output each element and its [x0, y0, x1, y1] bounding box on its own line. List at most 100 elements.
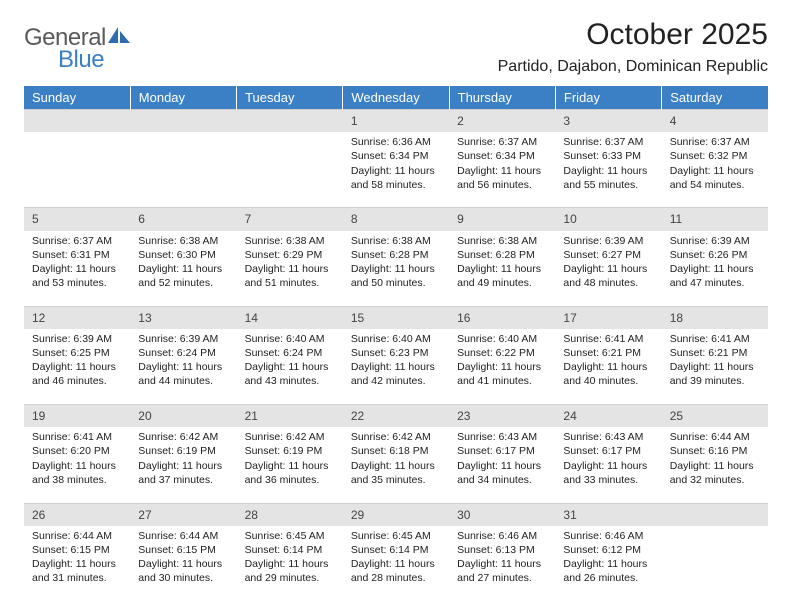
day-number-cell: 22 [343, 405, 449, 428]
day-number-cell [24, 110, 130, 133]
sunset-text: Sunset: 6:14 PM [351, 543, 441, 557]
day-detail-cell: Sunrise: 6:37 AMSunset: 6:31 PMDaylight:… [24, 231, 130, 301]
month-title: October 2025 [498, 18, 768, 52]
daylight-text: Daylight: 11 hours and 31 minutes. [32, 557, 122, 585]
sunrise-text: Sunrise: 6:41 AM [670, 332, 760, 346]
daylight-text: Daylight: 11 hours and 41 minutes. [457, 360, 547, 388]
sunrise-text: Sunrise: 6:39 AM [32, 332, 122, 346]
brand-sail-icon [106, 25, 132, 45]
daylight-text: Daylight: 11 hours and 54 minutes. [670, 164, 760, 192]
sunset-text: Sunset: 6:17 PM [563, 444, 653, 458]
daylight-text: Daylight: 11 hours and 39 minutes. [670, 360, 760, 388]
daylight-text: Daylight: 11 hours and 47 minutes. [670, 262, 760, 290]
sunrise-text: Sunrise: 6:39 AM [670, 234, 760, 248]
calendar-head: SundayMondayTuesdayWednesdayThursdayFrid… [24, 86, 768, 110]
sunset-text: Sunset: 6:24 PM [138, 346, 228, 360]
day-number-cell: 31 [555, 503, 661, 526]
sunset-text: Sunset: 6:16 PM [670, 444, 760, 458]
day-number-cell: 24 [555, 405, 661, 428]
daylight-text: Daylight: 11 hours and 42 minutes. [351, 360, 441, 388]
day-number-cell: 10 [555, 208, 661, 231]
day-number-cell: 1 [343, 110, 449, 133]
sunrise-text: Sunrise: 6:42 AM [351, 430, 441, 444]
sunrise-text: Sunrise: 6:37 AM [32, 234, 122, 248]
sunset-text: Sunset: 6:14 PM [245, 543, 335, 557]
sunset-text: Sunset: 6:21 PM [670, 346, 760, 360]
day-number-row: 1234 [24, 110, 768, 133]
day-number-cell: 30 [449, 503, 555, 526]
sunrise-text: Sunrise: 6:44 AM [670, 430, 760, 444]
day-detail-row: Sunrise: 6:39 AMSunset: 6:25 PMDaylight:… [24, 329, 768, 399]
day-detail-cell: Sunrise: 6:41 AMSunset: 6:21 PMDaylight:… [662, 329, 768, 399]
daylight-text: Daylight: 11 hours and 29 minutes. [245, 557, 335, 585]
day-number-cell: 3 [555, 110, 661, 133]
day-number-row: 12131415161718 [24, 306, 768, 329]
day-number-cell: 9 [449, 208, 555, 231]
daylight-text: Daylight: 11 hours and 40 minutes. [563, 360, 653, 388]
day-detail-cell [662, 526, 768, 596]
day-detail-cell [130, 132, 236, 202]
sunset-text: Sunset: 6:30 PM [138, 248, 228, 262]
sunrise-text: Sunrise: 6:40 AM [245, 332, 335, 346]
sunrise-text: Sunrise: 6:43 AM [563, 430, 653, 444]
sunset-text: Sunset: 6:13 PM [457, 543, 547, 557]
day-number-cell: 17 [555, 306, 661, 329]
day-number-cell: 16 [449, 306, 555, 329]
day-detail-cell: Sunrise: 6:36 AMSunset: 6:34 PMDaylight:… [343, 132, 449, 202]
daylight-text: Daylight: 11 hours and 38 minutes. [32, 459, 122, 487]
day-number-cell: 28 [237, 503, 343, 526]
day-detail-cell: Sunrise: 6:38 AMSunset: 6:29 PMDaylight:… [237, 231, 343, 301]
sunrise-text: Sunrise: 6:40 AM [457, 332, 547, 346]
sunset-text: Sunset: 6:34 PM [457, 149, 547, 163]
sunrise-text: Sunrise: 6:44 AM [138, 529, 228, 543]
sunset-text: Sunset: 6:33 PM [563, 149, 653, 163]
weekday-header: Tuesday [237, 86, 343, 110]
day-detail-cell: Sunrise: 6:37 AMSunset: 6:32 PMDaylight:… [662, 132, 768, 202]
day-detail-cell: Sunrise: 6:46 AMSunset: 6:13 PMDaylight:… [449, 526, 555, 596]
day-detail-cell: Sunrise: 6:44 AMSunset: 6:15 PMDaylight:… [130, 526, 236, 596]
day-detail-cell: Sunrise: 6:39 AMSunset: 6:24 PMDaylight:… [130, 329, 236, 399]
weekday-header: Monday [130, 86, 236, 110]
day-number-cell: 8 [343, 208, 449, 231]
daylight-text: Daylight: 11 hours and 34 minutes. [457, 459, 547, 487]
day-detail-cell [24, 132, 130, 202]
day-number-cell: 5 [24, 208, 130, 231]
day-number-cell: 7 [237, 208, 343, 231]
brand-logo: GeneralBlue [24, 18, 132, 80]
day-detail-cell [237, 132, 343, 202]
sunrise-text: Sunrise: 6:40 AM [351, 332, 441, 346]
day-number-cell: 29 [343, 503, 449, 526]
day-detail-cell: Sunrise: 6:40 AMSunset: 6:22 PMDaylight:… [449, 329, 555, 399]
sunrise-text: Sunrise: 6:44 AM [32, 529, 122, 543]
daylight-text: Daylight: 11 hours and 26 minutes. [563, 557, 653, 585]
sunrise-text: Sunrise: 6:42 AM [138, 430, 228, 444]
sunrise-text: Sunrise: 6:38 AM [351, 234, 441, 248]
sunrise-text: Sunrise: 6:36 AM [351, 135, 441, 149]
daylight-text: Daylight: 11 hours and 51 minutes. [245, 262, 335, 290]
day-number-cell: 25 [662, 405, 768, 428]
sunrise-text: Sunrise: 6:46 AM [457, 529, 547, 543]
day-detail-row: Sunrise: 6:41 AMSunset: 6:20 PMDaylight:… [24, 427, 768, 497]
day-number-cell: 13 [130, 306, 236, 329]
sunset-text: Sunset: 6:12 PM [563, 543, 653, 557]
day-detail-cell: Sunrise: 6:37 AMSunset: 6:34 PMDaylight:… [449, 132, 555, 202]
day-detail-cell: Sunrise: 6:45 AMSunset: 6:14 PMDaylight:… [237, 526, 343, 596]
sunset-text: Sunset: 6:20 PM [32, 444, 122, 458]
day-detail-cell: Sunrise: 6:39 AMSunset: 6:27 PMDaylight:… [555, 231, 661, 301]
daylight-text: Daylight: 11 hours and 50 minutes. [351, 262, 441, 290]
day-number-cell: 18 [662, 306, 768, 329]
sunset-text: Sunset: 6:31 PM [32, 248, 122, 262]
sunset-text: Sunset: 6:28 PM [351, 248, 441, 262]
daylight-text: Daylight: 11 hours and 27 minutes. [457, 557, 547, 585]
sunrise-text: Sunrise: 6:45 AM [351, 529, 441, 543]
title-block: October 2025 Partido, Dajabon, Dominican… [498, 18, 768, 82]
sunset-text: Sunset: 6:34 PM [351, 149, 441, 163]
day-number-row: 19202122232425 [24, 405, 768, 428]
day-detail-cell: Sunrise: 6:38 AMSunset: 6:30 PMDaylight:… [130, 231, 236, 301]
sunset-text: Sunset: 6:29 PM [245, 248, 335, 262]
daylight-text: Daylight: 11 hours and 44 minutes. [138, 360, 228, 388]
day-number-cell: 12 [24, 306, 130, 329]
day-number-cell: 26 [24, 503, 130, 526]
daylight-text: Daylight: 11 hours and 52 minutes. [138, 262, 228, 290]
day-detail-cell: Sunrise: 6:38 AMSunset: 6:28 PMDaylight:… [449, 231, 555, 301]
